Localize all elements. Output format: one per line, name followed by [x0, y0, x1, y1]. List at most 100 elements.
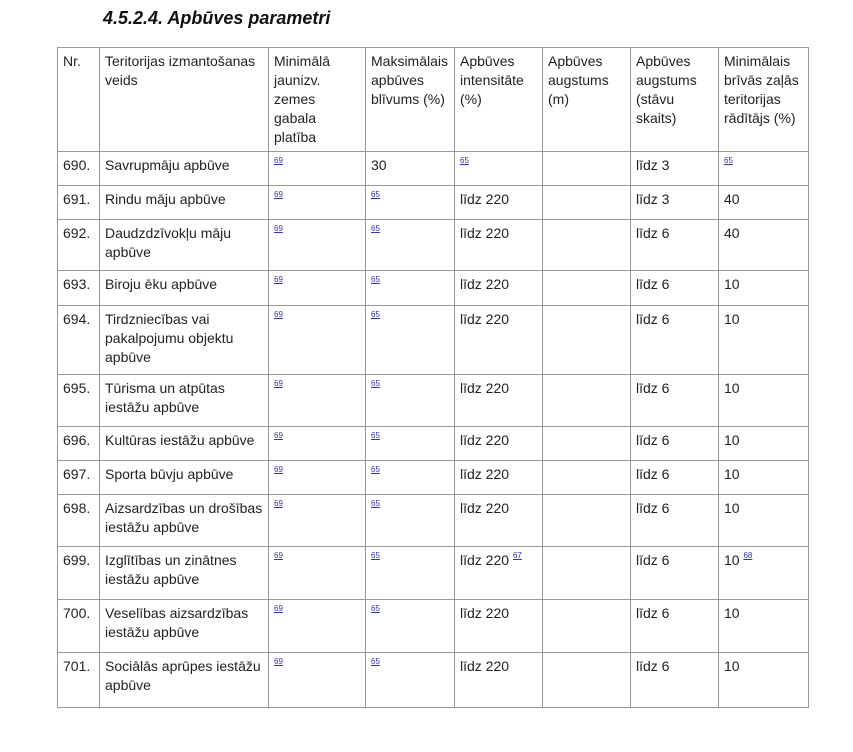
cell-height-floors: līdz 6	[630, 494, 719, 547]
footnote-link[interactable]: 65	[371, 499, 380, 508]
cell-min-green-area: 10	[718, 270, 809, 306]
cell-value: Biroju ēku apbūve	[105, 276, 218, 292]
footnote-link[interactable]: 65	[371, 465, 380, 474]
cell-min-plot-area: 69	[268, 270, 366, 306]
cell-value: 690.	[63, 157, 91, 173]
footnote-link[interactable]: 65	[371, 604, 380, 613]
footnote-link[interactable]: 65	[460, 156, 469, 165]
cell-value: Aizsardzības un drošības iestāžu apbūve	[105, 500, 263, 535]
cell-value: 699.	[63, 552, 91, 568]
column-header: Apbūves augstums (stāvu skaits)	[630, 47, 719, 152]
section-title: 4.5.2.4. Apbūves parametri	[103, 8, 331, 28]
cell-max-density: 65	[365, 374, 455, 427]
cell-height-m	[542, 151, 631, 186]
cell-intensity: līdz 220	[454, 494, 543, 547]
cell-min-green-area: 40	[718, 219, 809, 271]
footnote-link[interactable]: 67	[512, 551, 522, 560]
cell-value: līdz 220	[460, 311, 510, 327]
cell-land-use: Sporta būvju apbūve	[99, 460, 269, 495]
table-row: 699. Izglītības un zinātnes iestāžu apbūv…	[57, 546, 809, 600]
table-row: 701. Sociālās aprūpes iestāžu apbūve 69 65 l…	[57, 652, 809, 708]
cell-height-floors: līdz 6	[630, 219, 719, 271]
cell-value: līdz 6	[636, 500, 670, 516]
cell-max-density: 65	[365, 546, 455, 600]
cell-row-number: 701.	[57, 652, 100, 708]
cell-height-m	[542, 185, 631, 220]
footnote-link[interactable]: 65	[371, 190, 380, 199]
cell-value: 693.	[63, 276, 91, 292]
column-header: Nr.	[57, 47, 100, 152]
footnote-link[interactable]: 69	[274, 379, 283, 388]
footnote-link[interactable]: 65	[371, 224, 380, 233]
cell-value: 698.	[63, 500, 91, 516]
cell-min-green-area: 10	[718, 599, 809, 653]
cell-min-green-area: 10	[718, 460, 809, 495]
footnote-link[interactable]: 65	[371, 657, 380, 666]
cell-max-density: 65	[365, 426, 455, 461]
cell-height-m	[542, 270, 631, 306]
cell-value: 691.	[63, 191, 91, 207]
cell-value: līdz 220	[460, 658, 510, 674]
cell-value: 692.	[63, 225, 91, 241]
cell-value: Izglītības un zinātnes iestāžu apbūve	[105, 552, 237, 587]
footnote-link[interactable]: 69	[274, 190, 283, 199]
footnote-link[interactable]: 65	[371, 551, 380, 560]
cell-intensity: līdz 220	[454, 460, 543, 495]
cell-value: līdz 6	[636, 466, 670, 482]
cell-value: Savrupmāju apbūve	[105, 157, 230, 173]
cell-intensity: līdz 220	[454, 270, 543, 306]
cell-height-m	[542, 374, 631, 427]
footnote-link[interactable]: 65	[724, 156, 733, 165]
cell-row-number: 700.	[57, 599, 100, 653]
footnote-link[interactable]: 69	[274, 604, 283, 613]
cell-height-floors: līdz 6	[630, 426, 719, 461]
cell-height-m	[542, 219, 631, 271]
footnote-link[interactable]: 69	[274, 499, 283, 508]
footnote-link[interactable]: 69	[274, 465, 283, 474]
cell-max-density: 65	[365, 219, 455, 271]
footnote-link[interactable]: 69	[274, 275, 283, 284]
cell-value: 10	[724, 466, 740, 482]
cell-row-number: 697.	[57, 460, 100, 495]
cell-row-number: 698.	[57, 494, 100, 547]
cell-row-number: 694.	[57, 305, 100, 375]
footnote-link[interactable]: 69	[274, 310, 283, 319]
cell-max-density: 65	[365, 460, 455, 495]
footnote-link[interactable]: 69	[274, 551, 283, 560]
footnote-link[interactable]: 65	[371, 431, 380, 440]
cell-min-plot-area: 69	[268, 426, 366, 461]
footnote-link[interactable]: 65	[371, 275, 380, 284]
footnote-link[interactable]: 68	[743, 551, 753, 560]
footnote-link[interactable]: 69	[274, 657, 283, 666]
cell-land-use: Biroju ēku apbūve	[99, 270, 269, 306]
table-row: 696. Kultūras iestāžu apbūve 69 65 līdz 220 l…	[57, 426, 809, 461]
cell-height-floors: līdz 6	[630, 599, 719, 653]
table-row: 692. Daudzdzīvokļu māju apbūve 69 65 līdz 22…	[57, 219, 809, 271]
parameters-table: Nr. Teritorijas izmantošanas veids Minimāl…	[57, 47, 809, 708]
cell-value: līdz 6	[636, 552, 670, 568]
cell-row-number: 693.	[57, 270, 100, 306]
cell-min-plot-area: 69	[268, 652, 366, 708]
cell-intensity: līdz 220	[454, 185, 543, 220]
table-row: 694. Tirdzniecības vai pakalpojumu objekt…	[57, 305, 809, 375]
column-header: Maksimālais apbūves blīvums (%)	[365, 47, 455, 152]
cell-value: 695.	[63, 380, 91, 396]
cell-intensity: līdz 220	[454, 652, 543, 708]
cell-land-use: Rindu māju apbūve	[99, 185, 269, 220]
footnote-link[interactable]: 69	[274, 156, 283, 165]
footnote-link[interactable]: 65	[371, 379, 380, 388]
cell-row-number: 696.	[57, 426, 100, 461]
cell-min-green-area: 10	[718, 305, 809, 375]
cell-value: 694.	[63, 311, 91, 327]
cell-value: Kultūras iestāžu apbūve	[105, 432, 255, 448]
cell-min-plot-area: 69	[268, 151, 366, 186]
cell-min-plot-area: 69	[268, 185, 366, 220]
cell-max-density: 65	[365, 185, 455, 220]
cell-value: līdz 220	[460, 466, 510, 482]
footnote-link[interactable]: 65	[371, 310, 380, 319]
footnote-link[interactable]: 69	[274, 431, 283, 440]
cell-value: 10	[724, 311, 740, 327]
cell-min-plot-area: 69	[268, 599, 366, 653]
cell-intensity: 65	[454, 151, 543, 186]
footnote-link[interactable]: 69	[274, 224, 283, 233]
